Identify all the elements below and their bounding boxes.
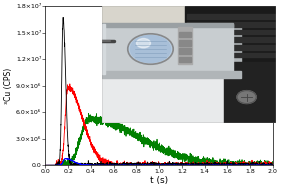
- Bar: [187, 22, 275, 27]
- Bar: [187, 53, 275, 57]
- Bar: [102, 24, 233, 74]
- Bar: [179, 32, 191, 37]
- Bar: [102, 71, 241, 78]
- Bar: [179, 40, 191, 46]
- Bar: [187, 30, 275, 34]
- Circle shape: [237, 91, 256, 104]
- Bar: [102, 23, 233, 27]
- Bar: [187, 45, 275, 50]
- Bar: [224, 62, 276, 123]
- Circle shape: [128, 34, 173, 64]
- Bar: [187, 15, 275, 19]
- Bar: [179, 27, 192, 64]
- Y-axis label: ³Cu (CPS): ³Cu (CPS): [4, 68, 13, 104]
- Bar: [102, 24, 241, 74]
- Circle shape: [131, 36, 171, 62]
- Bar: [179, 57, 191, 62]
- Bar: [179, 48, 191, 54]
- Bar: [187, 37, 275, 42]
- Bar: [102, 74, 250, 123]
- Bar: [186, 6, 276, 62]
- X-axis label: t (s): t (s): [150, 176, 168, 185]
- Circle shape: [136, 39, 151, 48]
- Bar: [102, 24, 105, 74]
